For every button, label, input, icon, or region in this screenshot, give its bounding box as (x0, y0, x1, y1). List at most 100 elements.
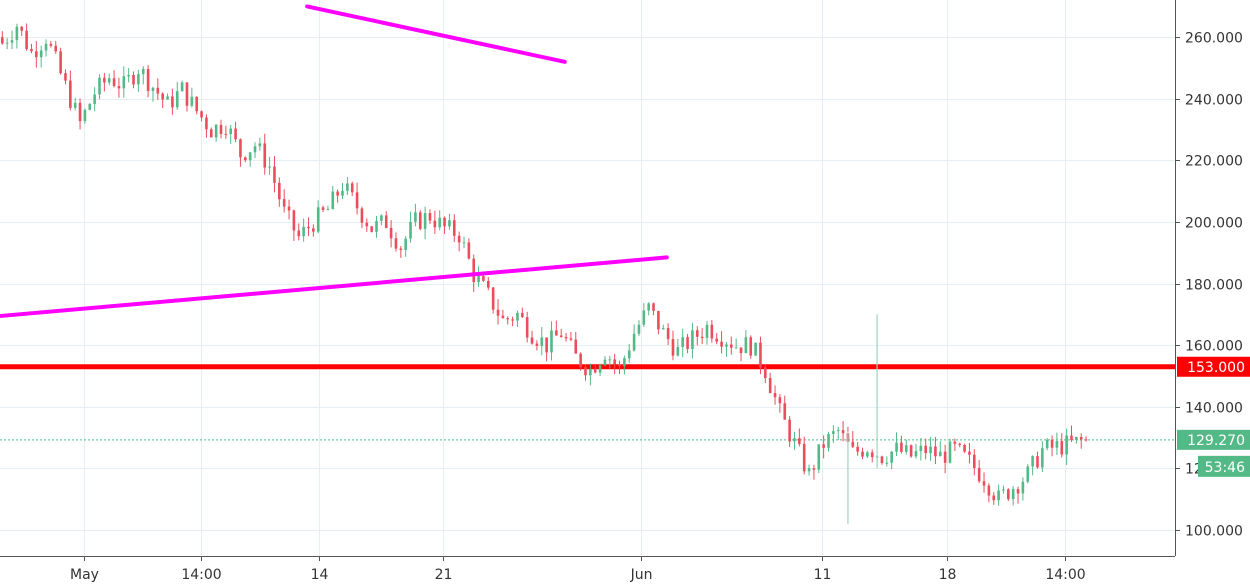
current-price-label: 129.270 (1187, 433, 1245, 449)
candle-body (287, 206, 291, 211)
candle-body (521, 312, 524, 318)
candle-body (209, 129, 213, 138)
candle-body (258, 143, 262, 147)
candle-body (122, 76, 126, 89)
candle-body (1016, 489, 1020, 494)
countdown-tag (1198, 455, 1250, 477)
candle-body (409, 221, 412, 239)
candle-body (598, 365, 602, 373)
candle-body (1045, 439, 1049, 449)
candle-body (224, 133, 228, 135)
candle-body (802, 443, 806, 472)
candle-body (793, 438, 796, 442)
candle-body (278, 182, 281, 200)
candle-body (30, 49, 33, 52)
candle-body (569, 338, 573, 340)
candle-body (943, 451, 947, 463)
candle-body (39, 50, 43, 58)
candle-body (764, 367, 767, 379)
candle-body (1055, 441, 1059, 448)
candle-body (559, 335, 563, 337)
candle-body (394, 238, 398, 249)
candle-body (350, 183, 354, 193)
candle-body (457, 235, 461, 243)
candle-body (720, 341, 723, 347)
candle-body (248, 152, 252, 161)
candle-body (156, 87, 160, 94)
candle-body (759, 342, 762, 368)
candle-body (282, 199, 286, 207)
candle-body (914, 451, 918, 457)
candle-body (190, 96, 194, 106)
candle-body (501, 315, 505, 319)
level-layer (0, 364, 1175, 441)
candle-body (151, 87, 155, 91)
candle-body (44, 43, 48, 51)
candle-body (423, 213, 427, 229)
candle-body (399, 248, 403, 250)
candle-body (195, 96, 198, 112)
candle-body (297, 230, 301, 237)
candle-body (929, 446, 932, 454)
candle-body (1031, 456, 1034, 467)
candle-body (127, 74, 130, 77)
y-tick-label: 100.000 (1185, 524, 1243, 540)
candle-body (443, 217, 446, 227)
candle-body (25, 30, 28, 50)
candle-body (472, 258, 476, 283)
candle-body (1002, 489, 1005, 491)
candle-body (477, 276, 480, 283)
candle-body (166, 96, 169, 100)
candle-body (5, 42, 9, 44)
price-tags: 153.000 129.270 53:46 (1177, 356, 1250, 477)
candle-body (807, 468, 811, 472)
y-tick-label: 240.000 (1185, 93, 1243, 109)
candle-body (992, 495, 996, 501)
candle-body (997, 490, 1000, 501)
candle-body (117, 85, 121, 89)
candle-body (530, 337, 534, 344)
candle-body (307, 226, 310, 229)
candle-body (710, 324, 714, 339)
candle-body (263, 143, 267, 168)
candle-body (734, 347, 738, 349)
candle-body (525, 317, 529, 338)
candle-body (666, 328, 670, 340)
x-tick-label: May (70, 567, 99, 582)
candle-body (98, 77, 101, 95)
candle-body (20, 26, 24, 31)
candle-body (1036, 456, 1039, 468)
candle-body (827, 434, 830, 448)
candle-body (64, 73, 67, 81)
candle-body (686, 337, 689, 349)
candle-body (671, 339, 675, 356)
candle-body (137, 74, 140, 85)
candle-body (141, 69, 145, 75)
candle-body (676, 347, 680, 356)
candle-body (404, 238, 407, 250)
candle-body (336, 191, 339, 196)
candle-body (180, 82, 184, 92)
candle-body (1050, 439, 1054, 448)
candle-body (321, 207, 325, 210)
candle-body (516, 312, 519, 321)
candle-body (341, 190, 344, 196)
candle-body (69, 80, 72, 108)
candle-body (292, 210, 296, 231)
candle-body (564, 336, 568, 339)
candle-body (953, 441, 957, 444)
candle-body (360, 208, 364, 223)
candle-body (312, 228, 315, 232)
candle-body (705, 324, 709, 338)
candle-body (627, 350, 631, 359)
candle-body (1075, 436, 1078, 440)
candle-body (146, 69, 150, 91)
candle-body (448, 220, 451, 227)
candle-body (749, 337, 753, 356)
candle-body (904, 445, 908, 452)
candle-body (35, 51, 38, 58)
candle-body (185, 82, 189, 106)
candle-body (375, 220, 378, 232)
y-tick-label: 260.000 (1185, 31, 1243, 47)
